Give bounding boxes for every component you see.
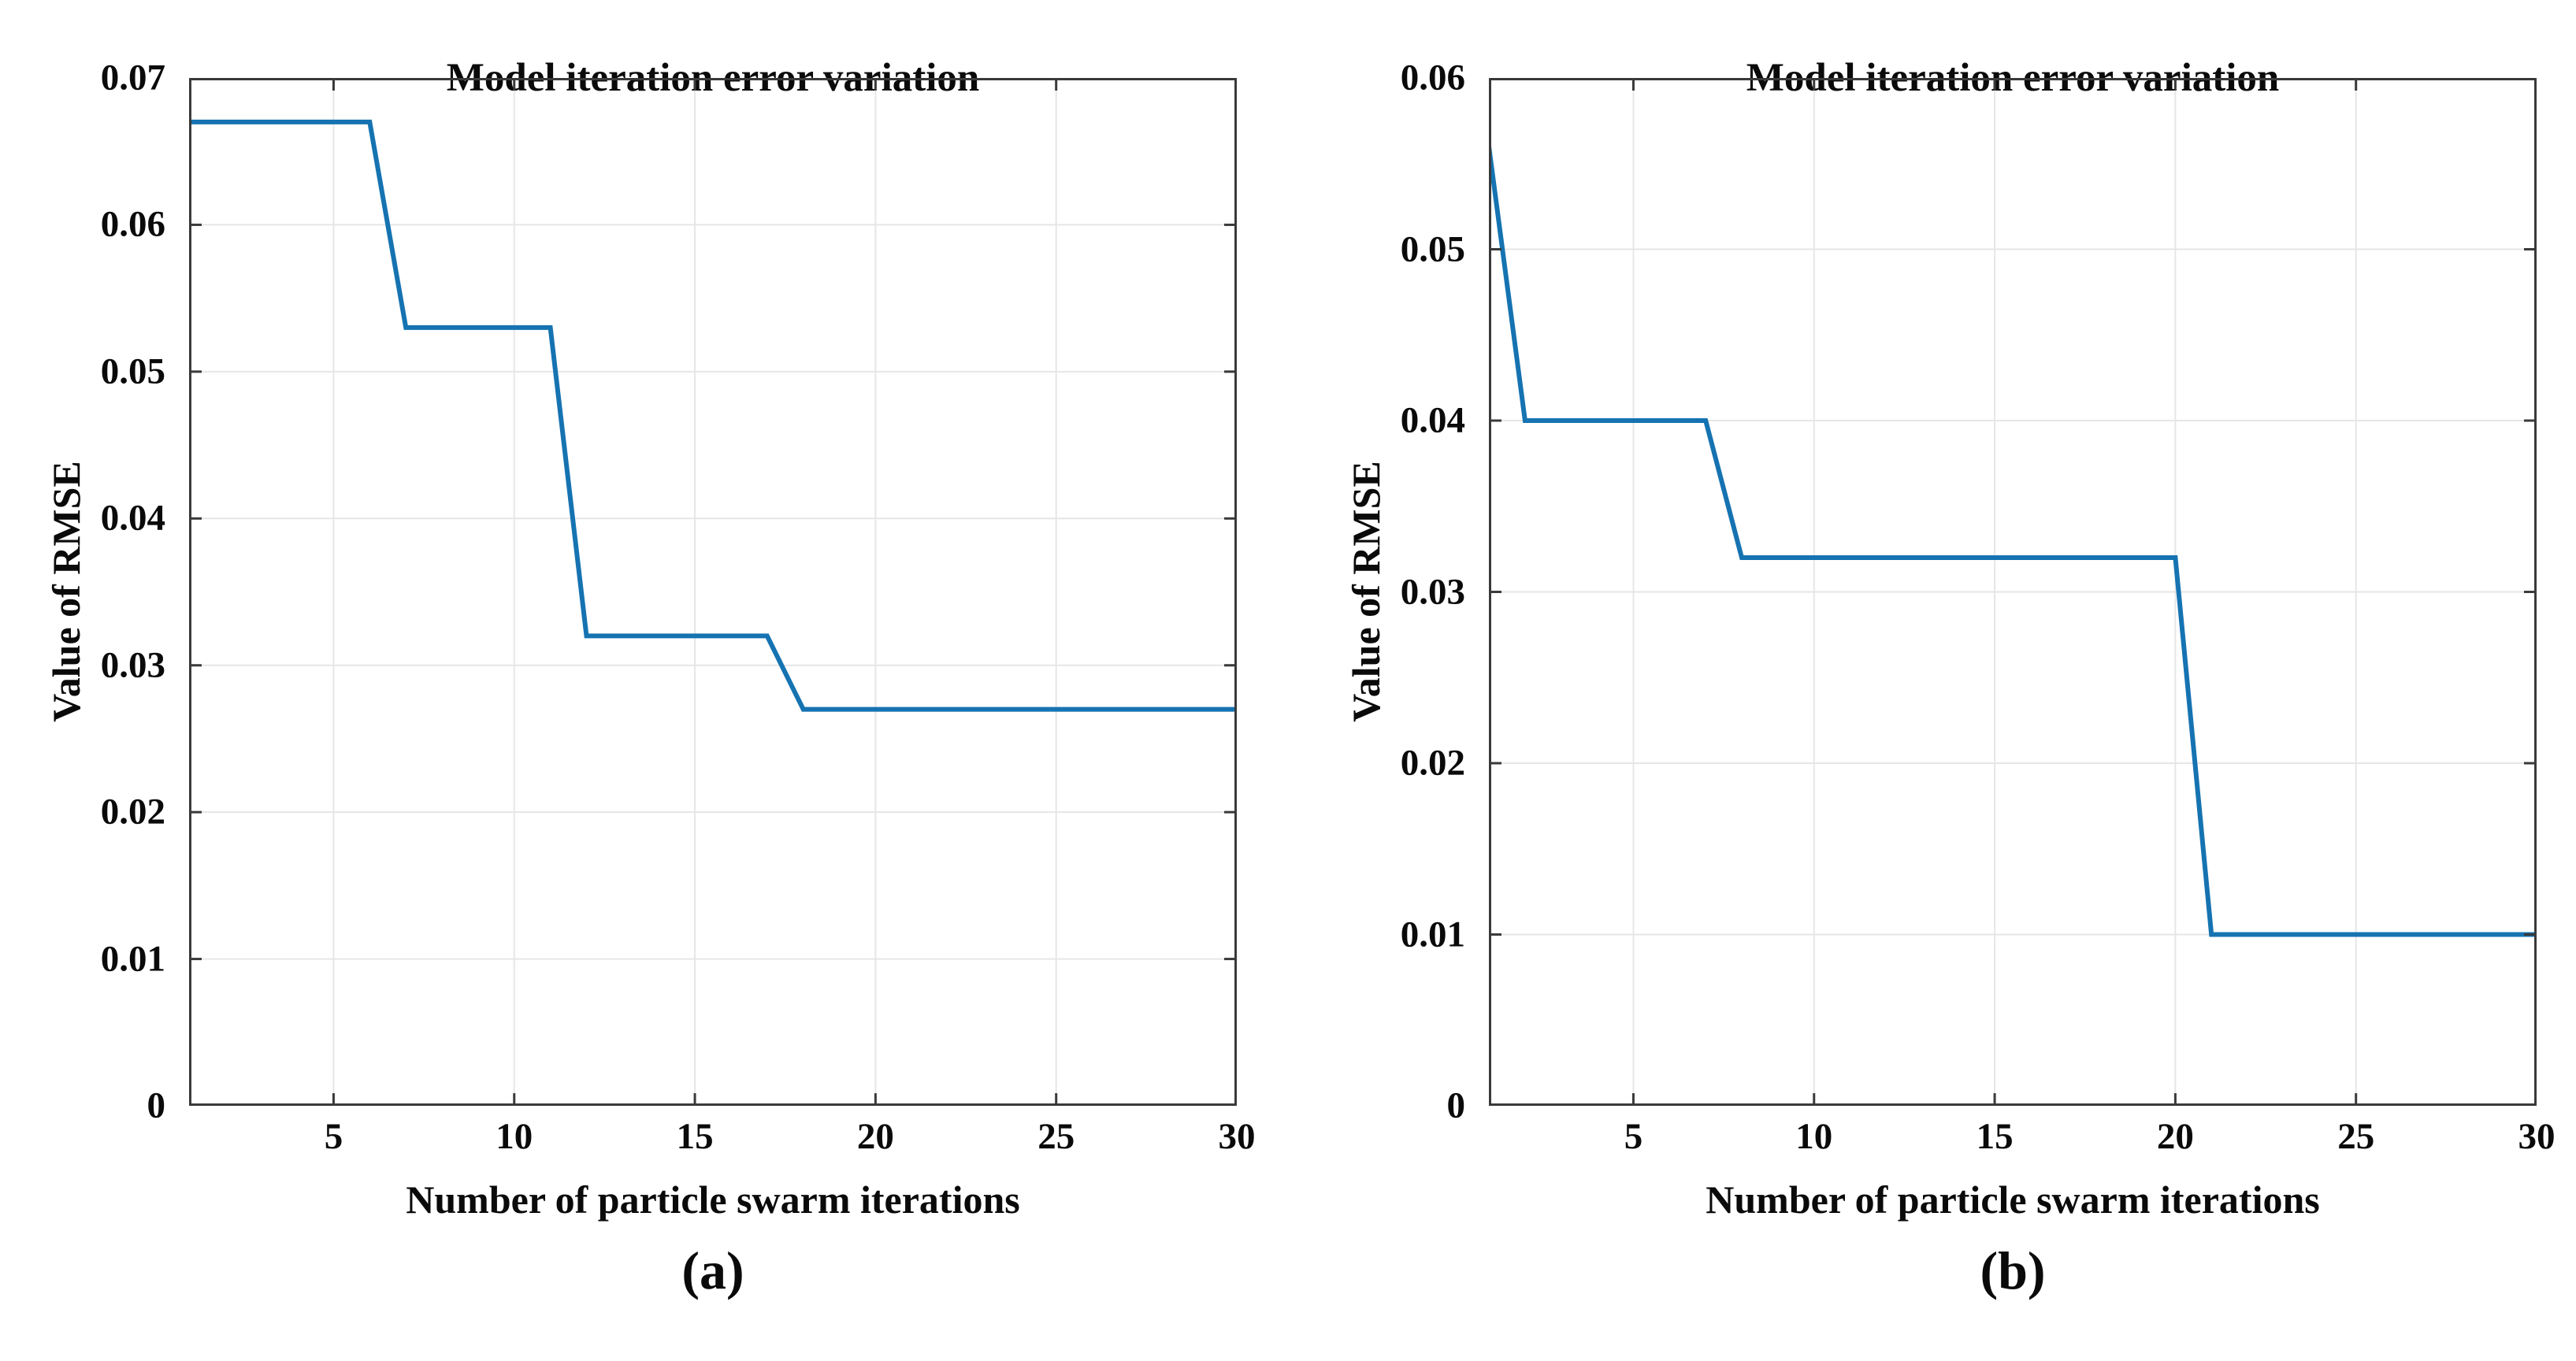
y-tick-label: 0.03 xyxy=(1400,571,1465,612)
x-tick-label: 10 xyxy=(1795,1116,1833,1157)
x-tick-label: 15 xyxy=(676,1116,714,1157)
x-tick-label: 30 xyxy=(1218,1116,1256,1157)
x-tick-label: 20 xyxy=(856,1116,894,1157)
x-tick-label: 25 xyxy=(1037,1116,1075,1157)
y-tick-label: 0 xyxy=(1446,1085,1466,1126)
y-tick-label: 0.02 xyxy=(1400,742,1465,784)
y-tick-label: 0.04 xyxy=(1400,399,1465,441)
chart-panel-a: Model iteration error variation Value of… xyxy=(44,56,1256,1300)
panel-caption: (a) xyxy=(681,1240,744,1300)
y-tick-label: 0.05 xyxy=(100,350,165,392)
y-tick-label: 0.03 xyxy=(100,644,165,686)
x-axis-title: Number of particle swarm iterations xyxy=(1706,1177,2320,1222)
y-tick-label: 0 xyxy=(147,1085,166,1126)
panel-caption: (b) xyxy=(1980,1240,2046,1300)
y-tick-label: 0.06 xyxy=(1400,57,1465,98)
plot-area xyxy=(189,78,1237,1106)
x-tick-label: 5 xyxy=(1624,1116,1643,1157)
y-tick-label: 0.05 xyxy=(1400,228,1465,269)
x-tick-label: 30 xyxy=(2518,1116,2556,1157)
series-line-rmse xyxy=(189,119,1237,712)
x-axis-title: Number of particle swarm iterations xyxy=(406,1177,1020,1222)
y-tick-label: 0.01 xyxy=(1400,914,1465,955)
x-tick-label: 15 xyxy=(1976,1116,2014,1157)
x-tick-label: 25 xyxy=(2337,1116,2375,1157)
series-line-rmse xyxy=(1489,146,2537,937)
x-tick-label: 10 xyxy=(496,1116,533,1157)
axes-border xyxy=(189,78,1237,1106)
x-tick-label: 5 xyxy=(324,1116,343,1157)
y-tick-label: 0.04 xyxy=(100,497,165,539)
x-tick-label: 20 xyxy=(2156,1116,2194,1157)
y-tick-label: 0.01 xyxy=(100,938,165,980)
y-tick-label: 0.06 xyxy=(100,203,165,245)
plot-area xyxy=(1489,78,2537,1106)
y-tick-label: 0.02 xyxy=(100,791,165,833)
chart-panel-b: Model iteration error variation Value of… xyxy=(1288,0,2576,1361)
y-tick-label: 0.07 xyxy=(100,57,165,98)
